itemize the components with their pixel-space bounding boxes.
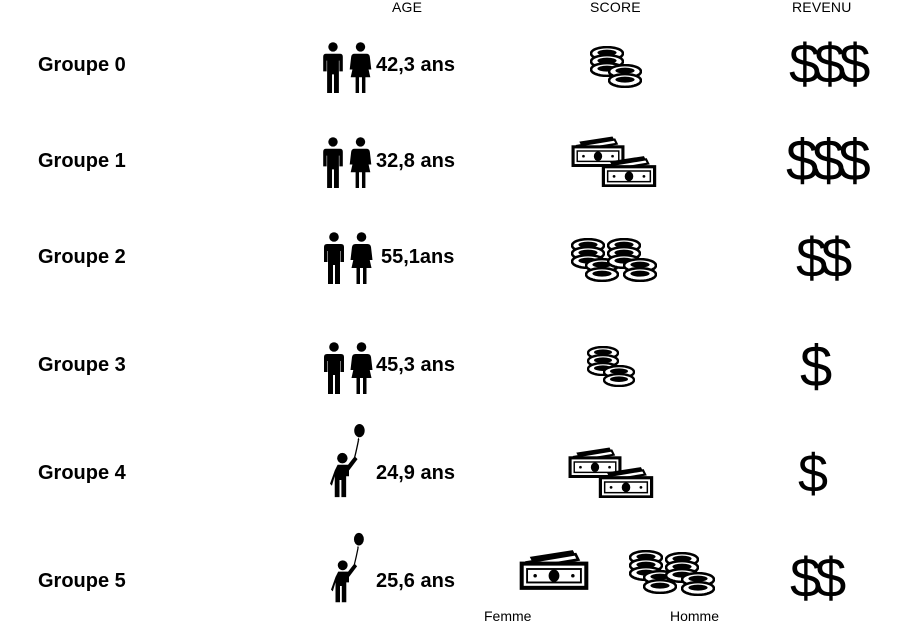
banknotes-icon [571,135,657,187]
revenu-value: $$$ [786,128,871,193]
age-value: 42,3 ans [376,54,455,76]
age-value: 55,1ans [381,246,455,268]
revenu-value: $$ [790,546,846,609]
group-label: Groupe 4 [38,462,126,484]
footer-femme: Femme [484,608,532,624]
age-value: 24,9 ans [376,462,455,484]
group-label: Groupe 1 [38,150,126,172]
man-woman-icon [324,342,373,394]
revenu-value: $ [798,444,829,504]
banknote-icon [518,542,590,596]
revenu-value: $$ [796,226,852,289]
banknotes-icon [568,446,654,498]
age-value: 45,3 ans [376,354,455,376]
age-value: 25,6 ans [376,570,455,592]
coin-stack-icon [629,550,715,596]
child-balloon-icon [330,423,366,498]
footer-homme: Homme [670,608,720,624]
man-woman-icon [323,137,372,188]
header-age: AGE [392,0,423,15]
man-woman-icon [324,232,373,284]
age-value: 32,8 ans [376,150,455,172]
revenu-value: $ [800,334,833,399]
revenu-value: $$$ [789,32,870,95]
child-balloon-icon [331,532,365,603]
group-label: Groupe 0 [38,54,126,76]
man-woman-icon [323,42,372,93]
group-label: Groupe 5 [38,570,126,592]
large-coin-stack-icon [571,238,657,282]
small-coin-stack-icon [587,346,635,387]
header-revenu: REVENU [792,0,852,15]
group-label: Groupe 2 [38,246,126,268]
group-label: Groupe 3 [38,354,126,376]
header-score: SCORE [590,0,641,15]
small-coin-stack-icon [590,46,642,88]
